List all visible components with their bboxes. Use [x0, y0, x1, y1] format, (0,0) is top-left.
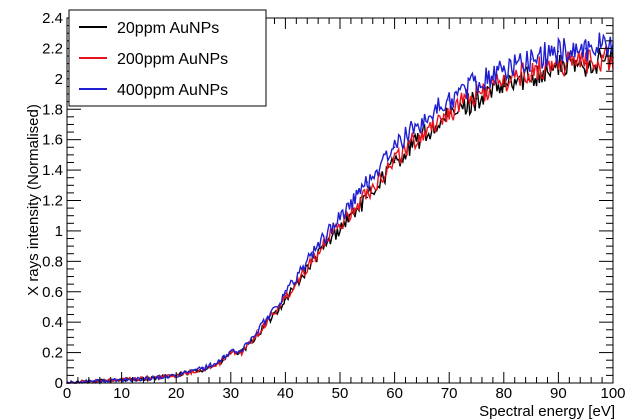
data-point — [530, 70, 532, 73]
y-tick-label: 1.2 — [42, 193, 63, 210]
series-line-3 — [66, 32, 614, 384]
y-tick-label: 0.8 — [42, 253, 63, 270]
y-tick-label: 2.4 — [42, 10, 63, 27]
data-point — [475, 93, 478, 95]
data-point — [148, 377, 150, 380]
data-point — [530, 58, 532, 60]
x-tick-label: 30 — [222, 385, 239, 402]
y-tick-label: 1.6 — [42, 132, 63, 149]
data-point — [393, 158, 396, 161]
data-point — [503, 68, 505, 71]
data-point — [230, 350, 232, 352]
y-tick-label: 1 — [55, 223, 63, 240]
data-point — [557, 62, 560, 65]
data-point — [584, 47, 587, 50]
data-point — [393, 146, 396, 149]
data-point — [421, 120, 423, 123]
data-point — [219, 360, 221, 363]
axes-layer: 0 10 20 30 40 50 60 70 80 90 100 0 0.2 0.4 0.6 0.8 1 1.2 1… — [42, 10, 625, 402]
legend: 20ppm AuNPs 200ppm AuNPs 400ppm AuNPs — [68, 9, 267, 107]
y-tick-label: 2 — [55, 71, 63, 88]
y-tick-label: 1.4 — [42, 162, 63, 179]
x-tick-label: 0 — [63, 385, 71, 402]
data-point — [557, 50, 560, 53]
data-point — [366, 196, 369, 199]
data-point — [366, 192, 369, 194]
data-point — [421, 132, 423, 135]
x-tick-label: 50 — [332, 385, 349, 402]
data-point — [393, 161, 396, 164]
y-tick-label: 0 — [55, 375, 63, 392]
data-point — [503, 85, 505, 88]
legend-label: 200ppm AuNPs — [117, 51, 228, 68]
data-point — [284, 297, 287, 299]
x-tick-label: 90 — [550, 385, 567, 402]
data-point — [311, 251, 314, 254]
data-point — [448, 111, 451, 114]
data-point — [339, 224, 341, 226]
series-layer — [66, 32, 614, 385]
legend-label: 400ppm AuNPs — [117, 82, 228, 99]
y-tick-label: 2.2 — [42, 40, 63, 57]
data-point — [584, 59, 587, 62]
data-point — [284, 298, 287, 301]
x-tick-label: 100 — [600, 385, 625, 402]
data-point — [448, 99, 451, 101]
y-tick-label: 1.8 — [42, 101, 63, 118]
data-point — [284, 292, 287, 295]
data-point — [339, 216, 341, 219]
x-tick-label: 80 — [495, 385, 512, 402]
data-point — [202, 366, 205, 369]
legend-label: 20ppm AuNPs — [117, 20, 219, 37]
y-tick-label: 0.4 — [42, 314, 63, 331]
data-point — [503, 81, 505, 83]
x-tick-label: 60 — [386, 385, 403, 402]
x-tick-label: 70 — [441, 385, 458, 402]
data-point — [240, 350, 243, 352]
data-point — [93, 380, 96, 383]
data-point — [257, 328, 259, 331]
x-tick-label: 10 — [113, 385, 130, 402]
y-tick-label: 0.2 — [42, 345, 63, 362]
y-axis-label: X rays intensity (Normalised) — [25, 104, 42, 296]
x-axis-label: Spectral energy [eV] — [479, 403, 615, 419]
x-tick-label: 40 — [277, 385, 294, 402]
data-point — [475, 81, 478, 83]
data-point — [219, 362, 221, 365]
y-tick-label: 0.6 — [42, 284, 63, 301]
data-point — [366, 181, 369, 184]
data-point — [230, 351, 232, 354]
x-tick-label: 20 — [168, 385, 185, 402]
